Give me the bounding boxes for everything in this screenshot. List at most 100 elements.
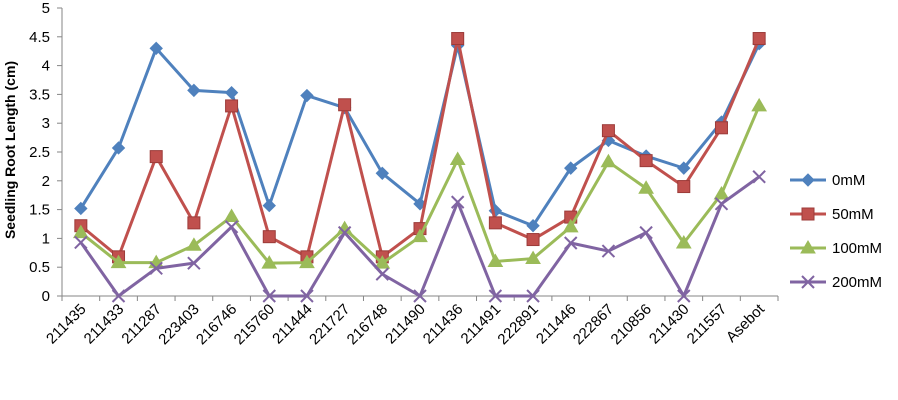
data-point	[801, 207, 815, 221]
y-tick-label: 4.5	[29, 29, 50, 46]
x-tick-label: 215760	[231, 301, 278, 348]
data-point	[111, 289, 126, 303]
data-point	[800, 240, 816, 254]
data-point	[675, 235, 692, 249]
x-tick-label: 223403	[155, 301, 202, 348]
data-point	[413, 289, 427, 303]
data-point	[149, 41, 163, 56]
data-point	[801, 275, 815, 289]
x-tick-label: 211433	[81, 301, 128, 348]
data-point	[337, 225, 352, 240]
x-tick-label: 211490	[382, 301, 429, 348]
data-point	[223, 208, 240, 223]
legend-item-200mm: 200mM	[790, 274, 882, 291]
series-50mm	[74, 32, 766, 264]
data-point	[74, 201, 88, 216]
x-tick-label: 211446	[533, 301, 580, 348]
data-point	[752, 32, 766, 46]
data-point	[752, 170, 766, 184]
data-point	[639, 225, 653, 240]
data-point	[299, 254, 315, 269]
data-point	[74, 235, 88, 250]
data-point	[714, 121, 728, 135]
series-group	[72, 32, 768, 303]
data-point	[600, 153, 617, 168]
data-point	[186, 237, 202, 251]
data-point	[526, 289, 540, 303]
data-point	[562, 218, 579, 233]
data-point	[488, 216, 502, 230]
data-point	[224, 220, 239, 234]
x-tick-label: 221727	[306, 301, 353, 348]
data-point	[526, 233, 540, 247]
data-point	[187, 256, 201, 270]
x-tick-labels: 2114352114332112872234032167462157602114…	[43, 296, 779, 348]
legend-item-100mm: 100mM	[790, 240, 882, 257]
legend-label: 50mM	[832, 206, 874, 223]
axes	[61, 8, 778, 297]
x-tick-label: 222891	[494, 301, 541, 348]
data-point	[412, 228, 428, 243]
data-point	[564, 161, 578, 175]
data-point	[300, 289, 314, 303]
y-tick-label: 2.5	[29, 144, 50, 161]
data-point	[601, 244, 616, 258]
data-point	[677, 180, 691, 194]
data-point	[262, 198, 276, 213]
data-point	[677, 161, 691, 175]
y-tick-label: 4	[42, 58, 50, 75]
data-point	[564, 236, 578, 250]
data-point	[262, 230, 276, 244]
data-point	[751, 97, 768, 112]
data-point	[300, 88, 314, 103]
data-point	[714, 197, 729, 211]
y-tick-label: 1.5	[29, 202, 50, 219]
data-point	[225, 99, 239, 113]
y-tick-label: 2	[42, 173, 50, 190]
series-0mm	[74, 37, 766, 233]
legend-item-0mm: 0mM	[790, 172, 865, 189]
data-point	[451, 32, 465, 46]
data-point	[488, 289, 503, 303]
legend-label: 0mM	[832, 172, 865, 189]
y-tick-label: 5	[42, 0, 50, 17]
y-tick-label: 3	[42, 115, 50, 132]
series-100mm	[72, 97, 768, 269]
y-tick-label: 0	[42, 288, 50, 305]
data-point	[375, 267, 390, 281]
data-point	[801, 173, 815, 187]
legend-item-50mm: 50mM	[790, 206, 874, 223]
x-tick-label: 210856	[608, 301, 655, 348]
data-point	[187, 83, 201, 98]
y-tick-label: 3.5	[29, 86, 50, 103]
series-200mm	[74, 170, 766, 303]
data-point	[375, 166, 390, 181]
data-point	[187, 216, 201, 230]
y-tick-label: 1	[42, 230, 50, 247]
data-point	[601, 124, 615, 138]
x-tick-label: 216746	[193, 301, 240, 348]
x-tick-label: 211430	[646, 301, 693, 348]
data-point	[449, 151, 466, 165]
data-point	[487, 253, 504, 267]
legend-label: 100mM	[832, 240, 882, 257]
x-tick-label: 222867	[570, 301, 617, 348]
x-tick-label: 211557	[684, 301, 731, 348]
data-point	[677, 289, 691, 303]
data-point	[261, 255, 278, 269]
y-axis-label: Seedling Root Length (cm)	[2, 61, 18, 239]
x-tick-label: 211435	[43, 301, 90, 348]
data-point	[110, 254, 127, 269]
x-tick-label: Asebot	[723, 300, 769, 346]
x-tick-label: 211491	[458, 301, 505, 348]
data-point	[450, 195, 465, 209]
x-tick-label: 211444	[269, 301, 316, 348]
data-point	[262, 289, 276, 303]
x-tick-label: 211287	[118, 301, 165, 348]
data-point	[338, 98, 352, 112]
data-point	[149, 261, 163, 276]
data-point	[713, 186, 730, 200]
data-point	[638, 180, 654, 194]
x-tick-label: 211436	[420, 301, 467, 348]
